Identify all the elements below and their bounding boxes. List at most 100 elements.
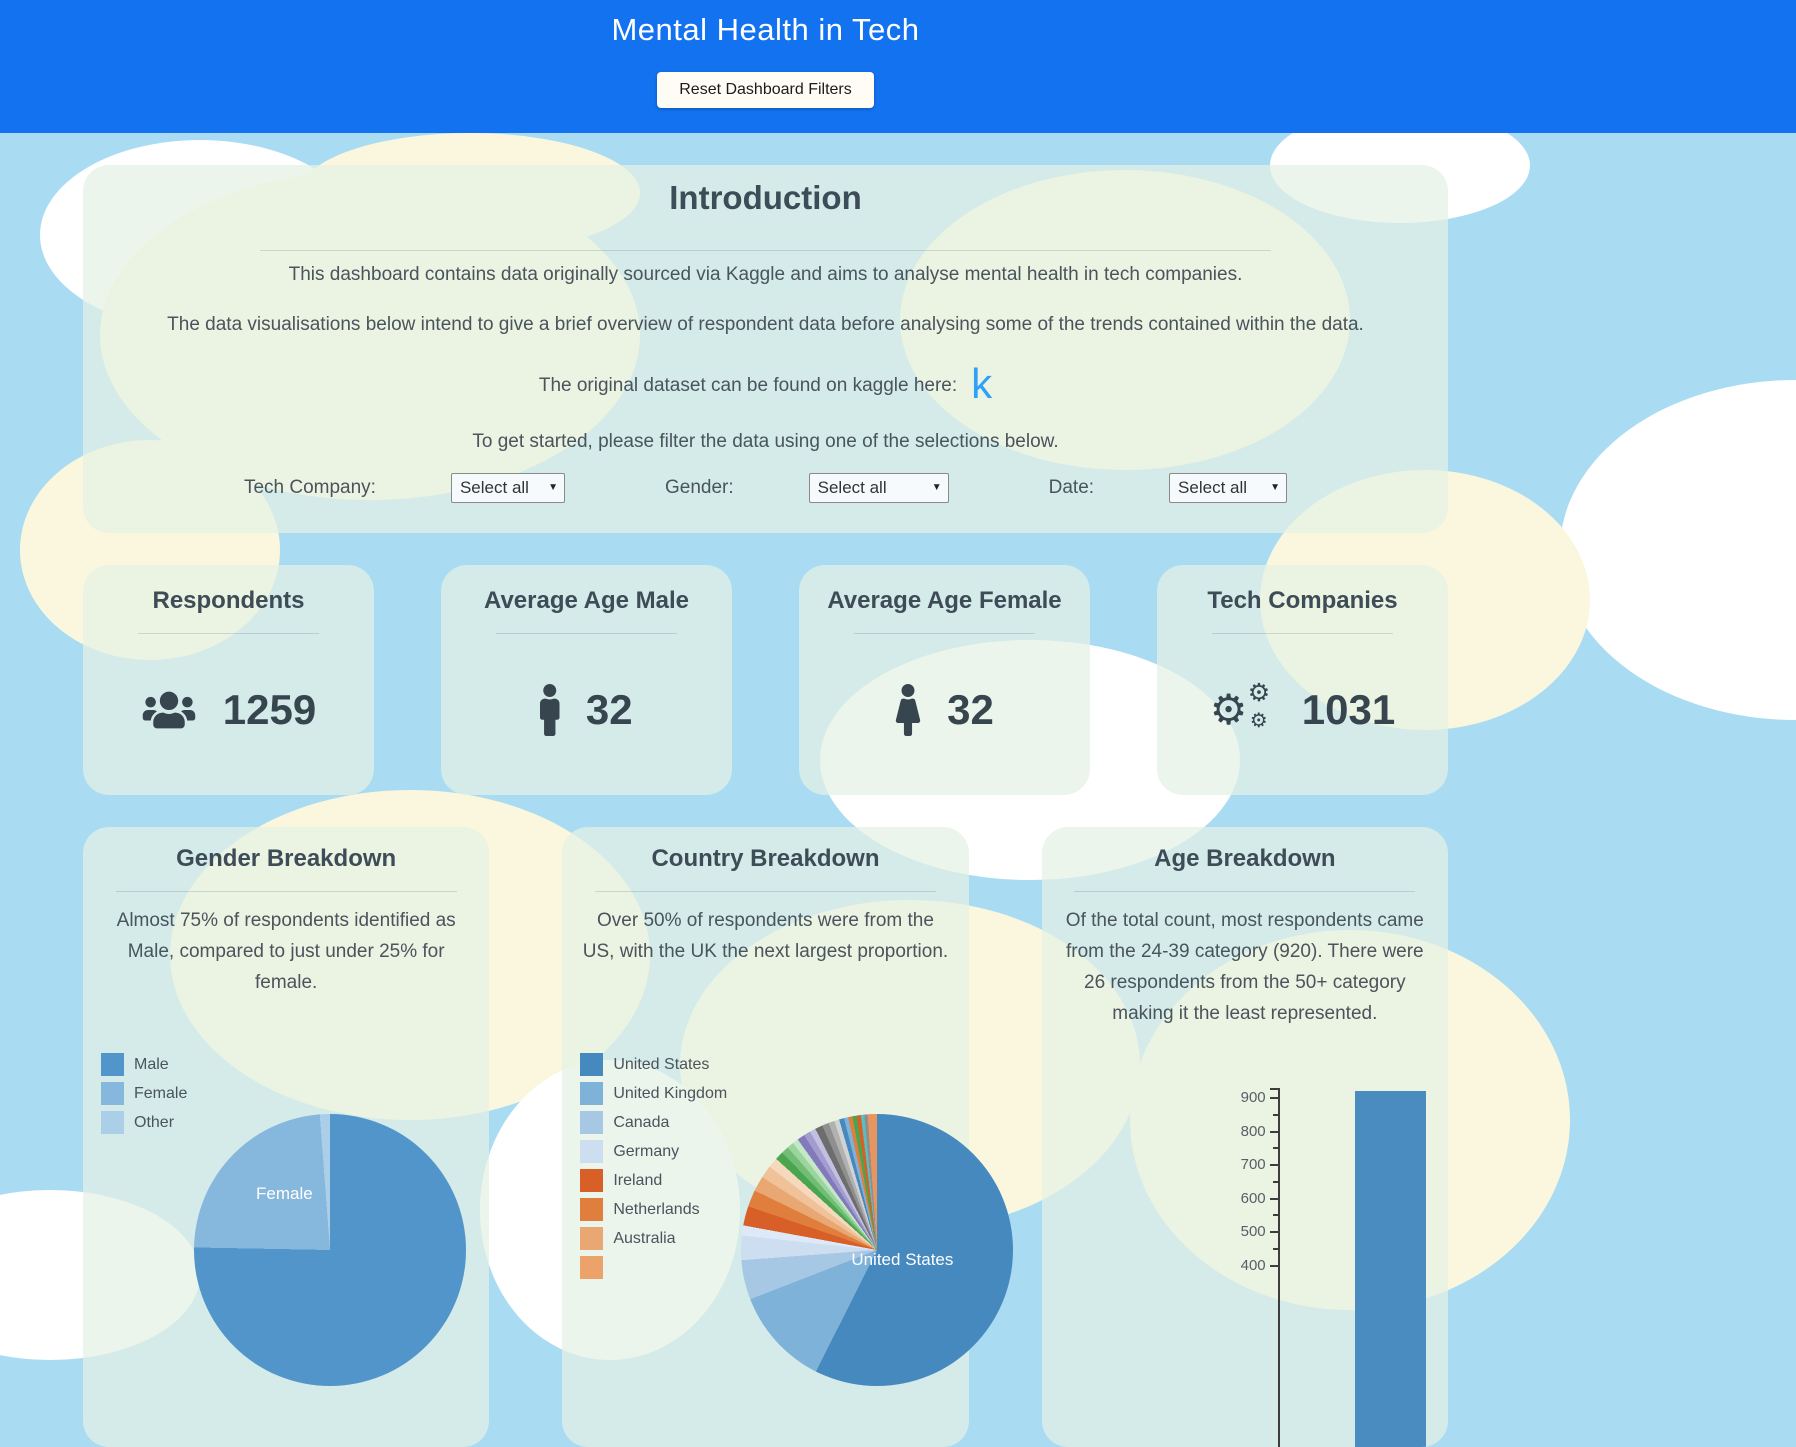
legend-item-other[interactable]: Other [101, 1111, 187, 1134]
legend-label: Female [134, 1084, 188, 1102]
gender-pie-chart[interactable]: Female [194, 1114, 466, 1386]
legend-item-male[interactable]: Male [101, 1053, 187, 1076]
female-icon [895, 684, 921, 736]
legend-swatch [580, 1227, 604, 1250]
kaggle-link[interactable]: k [971, 360, 993, 407]
legend-label: Australia [613, 1229, 676, 1247]
stat-title: Tech Companies [1207, 587, 1398, 614]
age-bar-24-39[interactable] [1354, 1091, 1426, 1447]
stat-card-average-age-male: Average Age Male 32 [441, 565, 732, 795]
intro-title: Introduction [669, 179, 862, 216]
cloud [1560, 380, 1796, 720]
y-axis-tick [1269, 1197, 1278, 1200]
chart-title: Gender Breakdown [176, 845, 397, 872]
legend-item-australia[interactable]: Australia [580, 1227, 727, 1250]
legend-label: Netherlands [613, 1200, 700, 1218]
age-bar-chart: 900 800 700 600 500 400 [1042, 827, 1448, 1447]
gender-filter-select[interactable]: Select all [808, 473, 949, 503]
chart-title: Country Breakdown [651, 845, 880, 872]
cogs-icon: ⚙ ⚙ ⚙ [1209, 679, 1271, 733]
legend-label: Male [134, 1055, 169, 1073]
divider [1074, 891, 1416, 892]
divider [138, 633, 319, 634]
legend-label: Ireland [613, 1171, 663, 1189]
country-pie-chart[interactable]: United States [741, 1114, 1014, 1386]
tech-company-filter-label: Tech Company: [243, 477, 376, 498]
y-axis-minor-tick [1272, 1147, 1278, 1150]
y-axis-tick [1269, 1097, 1278, 1099]
divider [854, 633, 1035, 634]
stat-value: 32 [947, 686, 994, 733]
stat-title: Average Age Male [484, 587, 689, 614]
legend-item-netherlands[interactable]: Netherlands [580, 1198, 727, 1221]
gender-breakdown-card: Gender Breakdown Almost 75% of responden… [83, 827, 490, 1447]
chart-description: Of the total count, most respondents cam… [1065, 910, 1424, 1024]
stat-title: Respondents [152, 587, 305, 614]
y-axis-minor-tick [1272, 1180, 1278, 1183]
gender-legend: Male Female Other [101, 1053, 187, 1140]
y-axis-end-tick [1269, 1088, 1278, 1090]
legend-swatch [580, 1053, 604, 1076]
app-header: Mental Health in Tech Reset Dashboard Fi… [0, 0, 1796, 133]
kaggle-sentence: The original dataset can be found on kag… [538, 375, 958, 396]
stat-value: 1031 [1301, 686, 1396, 733]
legend-item-united-kingdom[interactable]: United Kingdom [580, 1082, 727, 1105]
male-icon [540, 684, 560, 736]
legend-swatch [580, 1198, 604, 1221]
y-axis-tick-label: 500 [1240, 1223, 1266, 1240]
reset-filters-button[interactable]: Reset Dashboard Filters [657, 72, 874, 108]
legend-item-united-states[interactable]: United States [580, 1053, 727, 1076]
legend-label: Canada [613, 1113, 670, 1131]
introduction-card: Introduction This dashboard contains dat… [83, 165, 1448, 533]
date-filter-select[interactable]: Select all [1169, 473, 1288, 503]
date-filter-group: Date: Select all ▼ [1048, 473, 1288, 503]
page-title: Mental Health in Tech [611, 12, 920, 47]
country-legend: United States United Kingdom Canada Germ… [580, 1053, 727, 1285]
legend-swatch [580, 1140, 604, 1163]
y-axis-minor-tick [1272, 1214, 1278, 1217]
filter-row: Tech Company: Select all ▼ Gender: Selec… [83, 473, 1448, 503]
intro-paragraph-4: To get started, please filter the data u… [472, 431, 1059, 452]
stat-card-respondents: Respondents 1259 [83, 565, 374, 795]
legend-item-female[interactable]: Female [101, 1082, 187, 1105]
legend-swatch [580, 1082, 604, 1105]
country-breakdown-card: Country Breakdown Over 50% of respondent… [562, 827, 1014, 1447]
stat-cards-row: Respondents 1259 Average Age Male 32 Ave… [83, 565, 1448, 795]
legend-swatch [101, 1111, 124, 1134]
y-axis-minor-tick [1272, 1113, 1278, 1116]
legend-item-canada[interactable]: Canada [580, 1111, 727, 1134]
legend-label: Germany [613, 1142, 680, 1160]
legend-item-germany[interactable]: Germany [580, 1140, 727, 1163]
y-axis-tick-label: 800 [1240, 1122, 1266, 1140]
tech-company-filter-group: Tech Company: Select all ▼ [244, 473, 565, 503]
intro-paragraph-3: The original dataset can be found on kag… [83, 361, 1448, 407]
age-breakdown-card: Age Breakdown Of the total count, most r… [1041, 827, 1448, 1447]
y-axis-tick-label: 900 [1240, 1089, 1266, 1106]
stat-card-average-age-female: Average Age Female 32 [799, 565, 1090, 795]
stat-value: 1259 [222, 686, 317, 733]
legend-swatch [580, 1169, 604, 1192]
tech-company-filter-select[interactable]: Select all [450, 473, 565, 503]
y-axis-tick-label: 600 [1240, 1189, 1266, 1207]
date-filter-label: Date: [1048, 477, 1095, 498]
legend-swatch [101, 1053, 124, 1076]
legend-label: United Kingdom [613, 1084, 728, 1102]
y-axis-tick-label: 700 [1240, 1156, 1266, 1173]
intro-paragraph-2: The data visualisations below intend to … [167, 314, 1364, 335]
divider [496, 633, 677, 634]
divider [594, 891, 937, 892]
chart-title: Age Breakdown [1154, 845, 1336, 872]
pie-slice-label: Female [256, 1184, 313, 1203]
legend-item-ireland[interactable]: Ireland [580, 1169, 727, 1192]
y-axis-tick [1269, 1130, 1278, 1133]
stat-title: Average Age Female [827, 587, 1062, 614]
legend-swatch [580, 1111, 604, 1134]
divider [260, 250, 1271, 251]
y-axis-tick-label: 400 [1240, 1256, 1266, 1274]
divider [115, 891, 457, 892]
y-axis-tick [1269, 1264, 1278, 1267]
stat-card-tech-companies: Tech Companies ⚙ ⚙ ⚙ 1031 [1157, 565, 1448, 795]
chart-description: Almost 75% of respondents identified as … [116, 910, 456, 993]
pie-slice-label: United States [851, 1250, 954, 1269]
gender-filter-group: Gender: Select all ▼ [665, 473, 949, 503]
